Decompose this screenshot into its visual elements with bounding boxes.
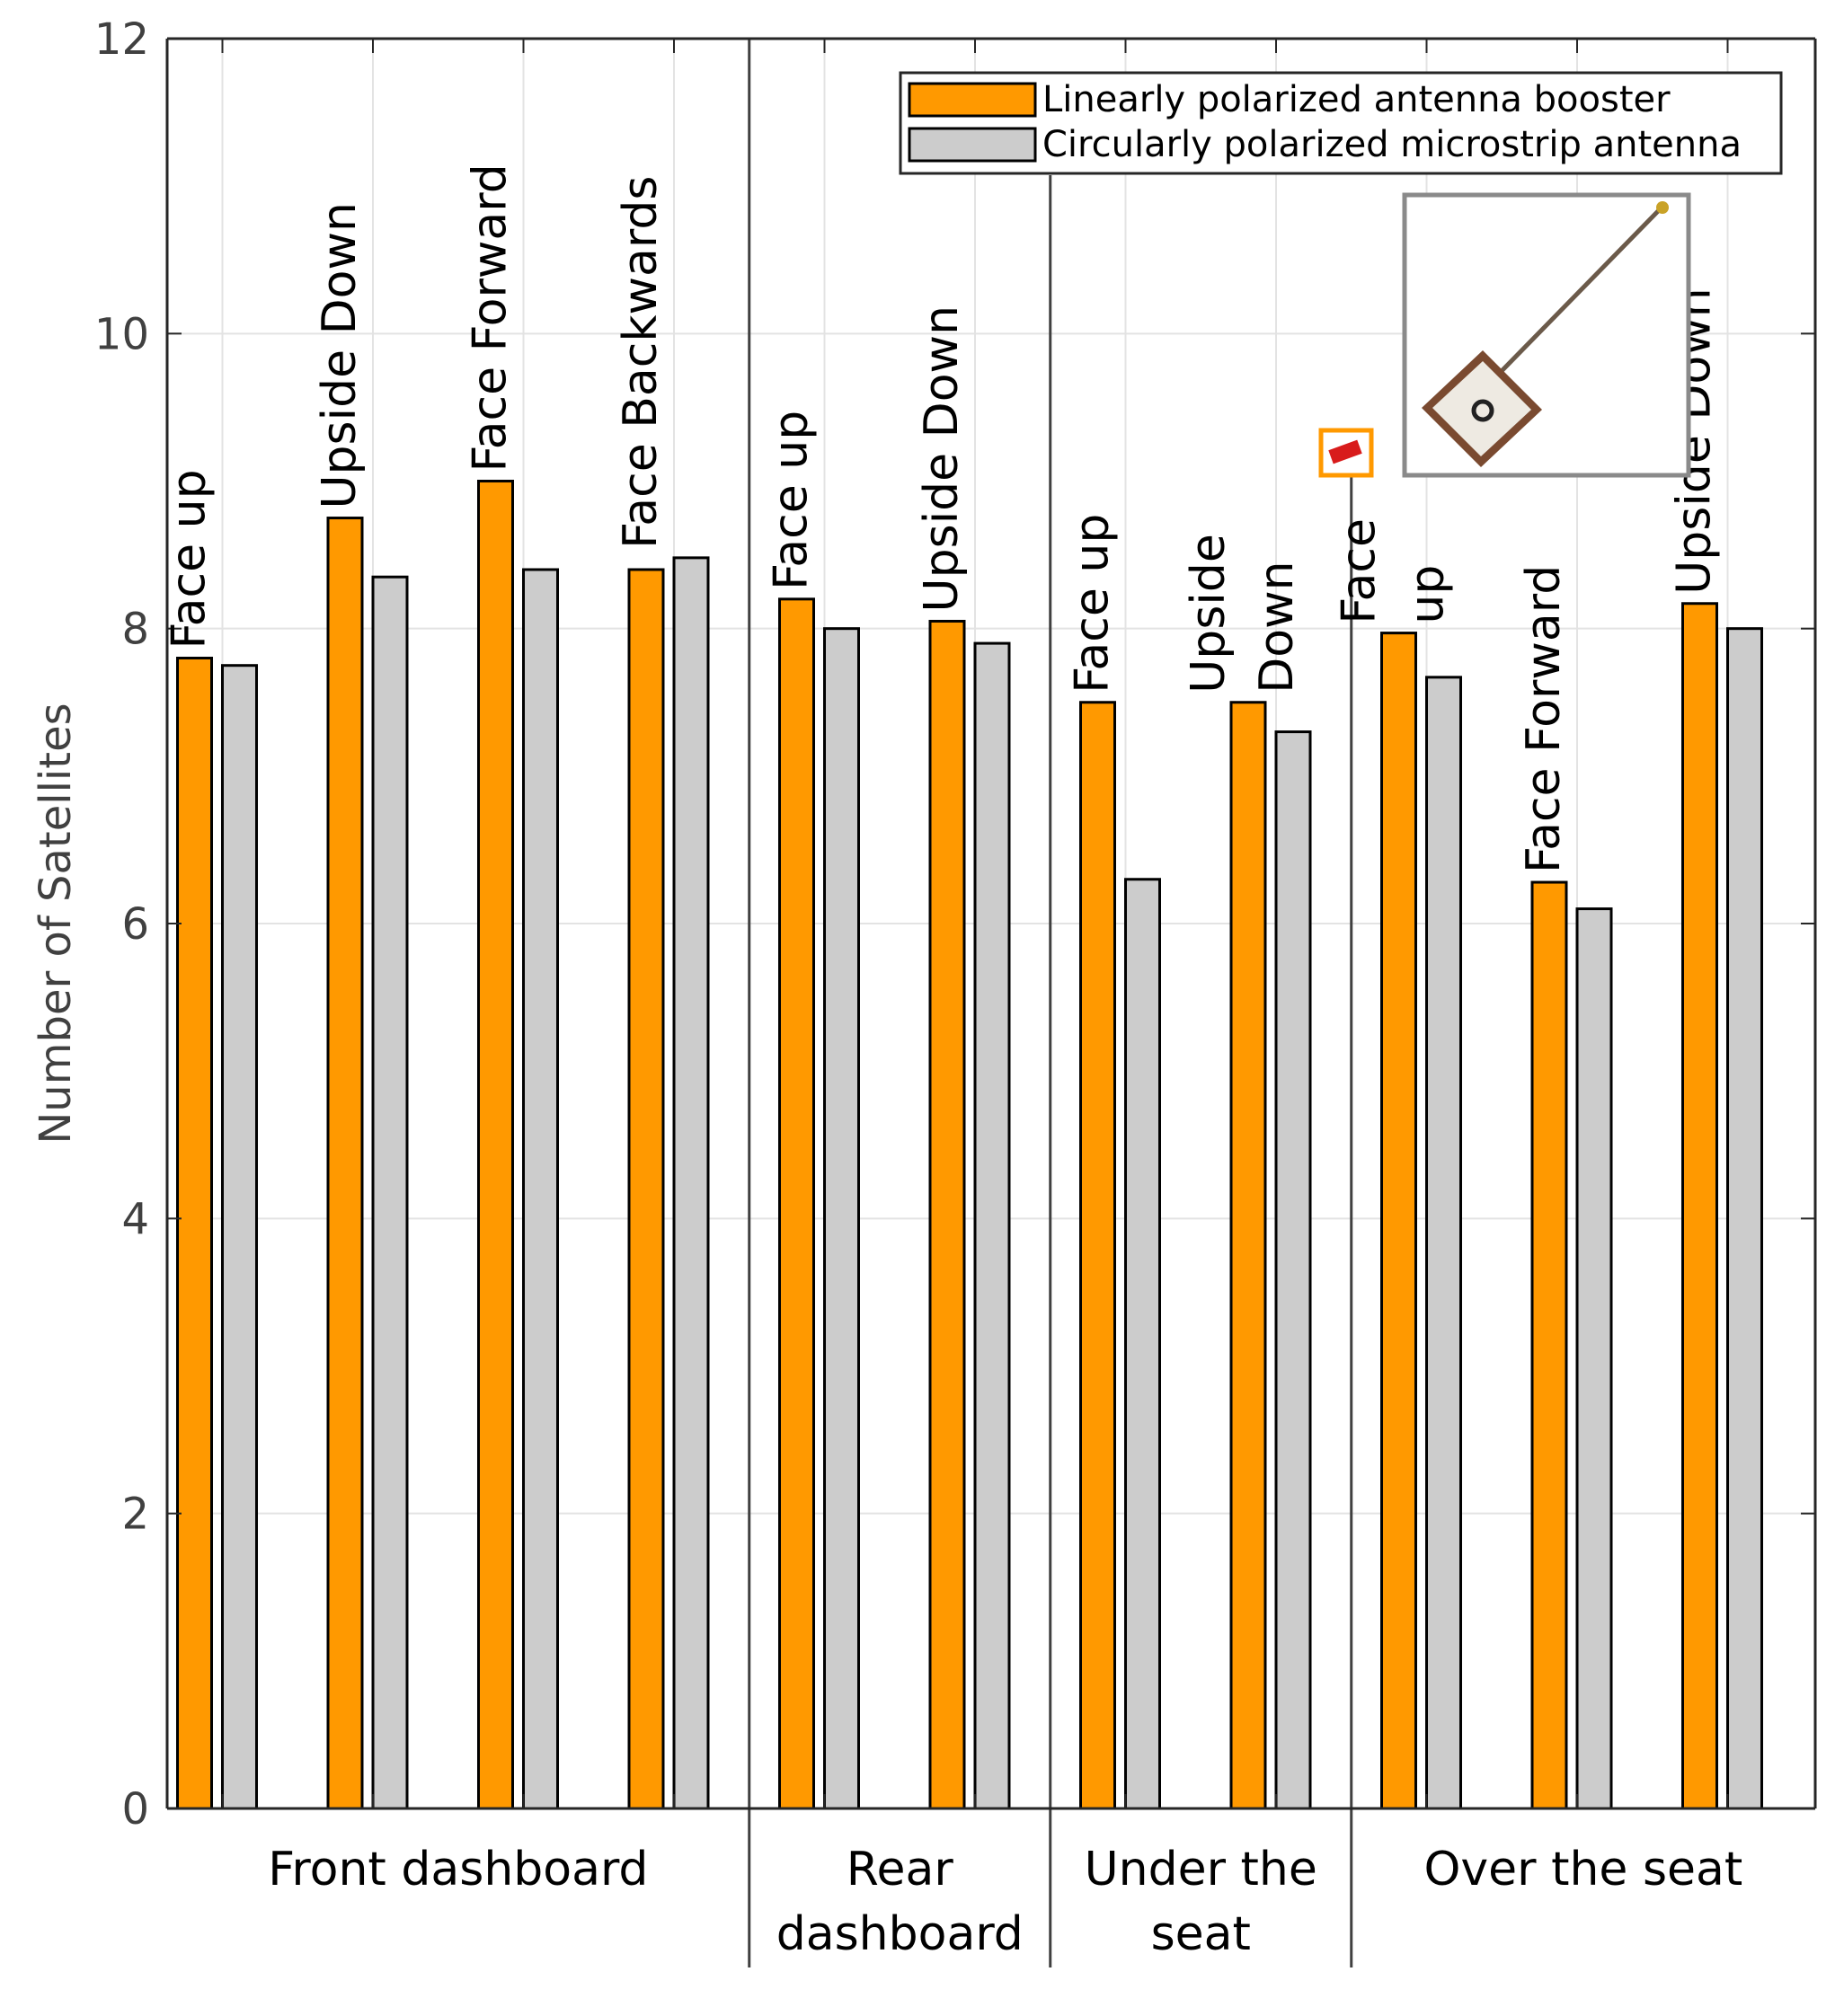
y-tick-label: 6 [121,899,149,950]
y-axis-label: Number of Satellites [31,703,81,1144]
inset-image [1402,192,1691,478]
legend-swatch [908,82,1037,118]
condition-label: Face up [163,469,217,649]
bar-circular-antenna [1575,907,1613,1810]
bar-circular-antenna [1274,730,1312,1810]
bars [176,480,1763,1810]
legend: Linearly polarized antenna boosterCircul… [899,71,1783,175]
bar-circular-antenna [522,568,559,1810]
inset-feed-point [1471,399,1494,422]
condition-labels: Face up Upside Down Face Forward Face Backw… [163,164,1722,873]
condition-label: Face Forward [1517,565,1571,873]
bar-linear-antenna [1530,880,1568,1810]
y-tick-label: 0 [121,1784,149,1835]
inset-connector [1656,201,1669,214]
bar-circular-antenna [221,664,258,1810]
bar-linear-antenna [1681,602,1718,1810]
bar-linear-antenna [1380,632,1417,1810]
condition-label: Face [1333,518,1387,624]
bar-circular-antenna [371,575,409,1810]
group-label: Rear [847,1843,954,1897]
condition-label: Down [1250,561,1304,693]
condition-label: up [1401,565,1455,624]
bar-circular-antenna [973,641,1011,1810]
bar-linear-antenna [326,517,364,1810]
condition-label: Face Forward [464,164,518,472]
y-tick-label: 12 [94,14,149,65]
bar-linear-antenna [1229,701,1267,1810]
bar-linear-antenna [778,597,815,1810]
legend-label: Circularly polarized microstrip antenna [1042,124,1742,165]
bar-linear-antenna [1079,701,1116,1810]
chip-antenna-icon [1318,428,1374,478]
bar-circular-antenna [1726,627,1763,1810]
condition-label: Upside [1182,534,1236,694]
y-tick-label: 8 [121,605,149,655]
group-label: Front dashboard [268,1843,648,1897]
condition-label: Face up [1066,514,1120,694]
bar-circular-antenna [1124,878,1161,1810]
y-tick-label: 10 [94,309,149,359]
bar-linear-antenna [176,657,213,1810]
legend-box [899,71,1783,175]
bar-linear-antenna [627,568,665,1810]
inset-cable [1498,207,1662,375]
group-separators [748,39,1353,1967]
bar-linear-antenna [928,619,966,1810]
bar-circular-antenna [823,627,860,1810]
legend-label: Linearly polarized antenna booster [1042,79,1671,120]
group-labels: Front dashboard Rear dashboard Under the sea… [268,1843,1742,1961]
group-label: seat [1151,1907,1251,1961]
y-tick-label: 4 [121,1194,149,1244]
group-label: Over the seat [1423,1843,1742,1897]
group-label: dashboard [776,1907,1024,1961]
y-tick-label: 2 [121,1490,149,1540]
condition-label: Upside Down [313,202,367,508]
condition-label: Upside Down [915,305,969,612]
bar-circular-antenna [672,556,710,1810]
condition-label: Face Backwards [614,176,668,549]
condition-label: Face up [765,411,819,590]
legend-swatch [908,127,1037,163]
bar-linear-antenna [477,480,514,1810]
inset-patch-top [1432,361,1531,456]
bar-circular-antenna [1425,676,1462,1810]
axes: 0 2 4 6 8 10 12 Number of Satellites [31,14,1817,1835]
group-label: Under the [1085,1843,1317,1897]
